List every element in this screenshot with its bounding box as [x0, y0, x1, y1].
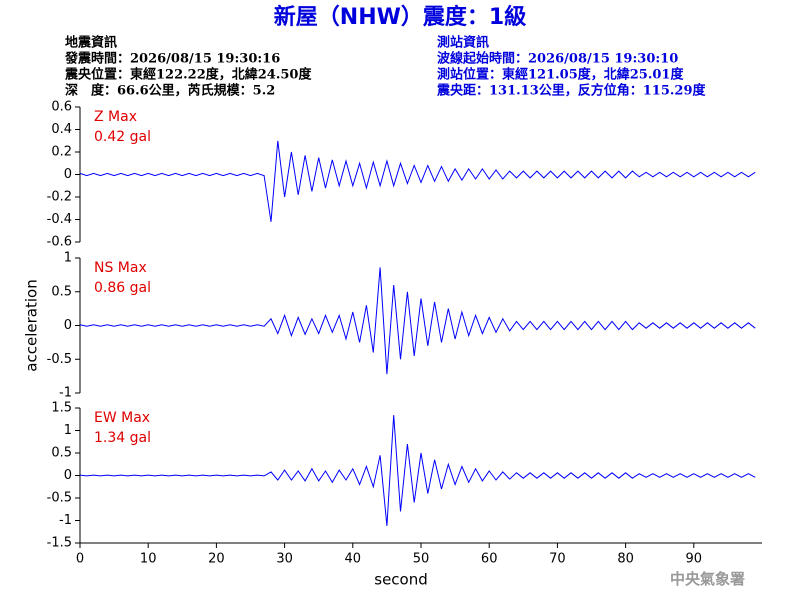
y-tick-label: -0.2 — [47, 190, 72, 205]
max-label: EW Max — [94, 410, 150, 426]
agency: 中央氣象署 — [670, 570, 745, 588]
y-tick-label: -0.5 — [47, 491, 72, 506]
x-tick-label: 60 — [481, 552, 498, 567]
y-tick-label: 0.5 — [51, 446, 72, 461]
waveform — [79, 415, 756, 526]
y-tick-label: -1 — [59, 386, 72, 401]
x-tick-label: 50 — [413, 552, 430, 567]
x-tick-label: 10 — [140, 552, 157, 567]
y-tick-label: -0.6 — [47, 235, 72, 250]
max-label: Z Max — [94, 109, 137, 125]
x-tick-label: 0 — [76, 552, 84, 567]
waveform — [79, 140, 756, 222]
x-tick-label: 30 — [276, 552, 293, 567]
x-tick-label: 80 — [617, 552, 634, 567]
station-info: 震央距：131.13公里，反方位角：115.29度 — [436, 83, 707, 99]
quake-info: 發震時間：2026/08/15 19:30:16 — [64, 51, 280, 67]
quake-info: 深 度：66.6公里，芮氏規模：5.2 — [65, 83, 275, 99]
x-tick-label: 70 — [549, 552, 566, 567]
station-info: 測站資訊 — [437, 35, 489, 51]
y-tick-label: -0.4 — [47, 212, 72, 227]
waveform — [79, 267, 756, 375]
y-tick-label: 0.2 — [51, 145, 72, 160]
y-tick-label: -1 — [59, 513, 72, 528]
max-label: NS Max — [94, 260, 147, 276]
y-tick-label: 0 — [64, 167, 72, 182]
max-value: 1.34 gal — [94, 430, 151, 446]
y-tick-label: 1.5 — [51, 401, 72, 416]
station-info: 測站位置：東經121.05度，北緯25.01度 — [437, 67, 684, 83]
quake-info: 地震資訊 — [65, 35, 117, 51]
x-tick-label: 90 — [686, 552, 703, 567]
quake-info: 震央位置：東經122.22度，北緯24.50度 — [64, 67, 312, 83]
x-axis-label: second — [374, 571, 428, 589]
max-value: 0.86 gal — [94, 280, 151, 296]
max-value: 0.42 gal — [94, 129, 151, 145]
y-tick-label: 0 — [64, 318, 72, 333]
title: 新屋（NHW）震度：1級 — [274, 4, 526, 30]
y-tick-label: 1 — [64, 251, 72, 266]
station-info: 波線起始時間：2026/08/15 19:30:10 — [437, 51, 678, 67]
y-tick-label: 0.6 — [51, 100, 72, 115]
y-tick-label: -1.5 — [47, 536, 72, 551]
y-tick-label: 1 — [64, 423, 72, 438]
y-tick-label: -0.5 — [47, 352, 72, 367]
x-tick-label: 20 — [208, 552, 225, 567]
x-tick-label: 40 — [345, 552, 362, 567]
y-axis-label: acceleration — [23, 279, 41, 371]
y-tick-label: 0.4 — [51, 122, 72, 137]
y-tick-label: 0 — [64, 468, 72, 483]
y-tick-label: 0.5 — [51, 284, 72, 299]
